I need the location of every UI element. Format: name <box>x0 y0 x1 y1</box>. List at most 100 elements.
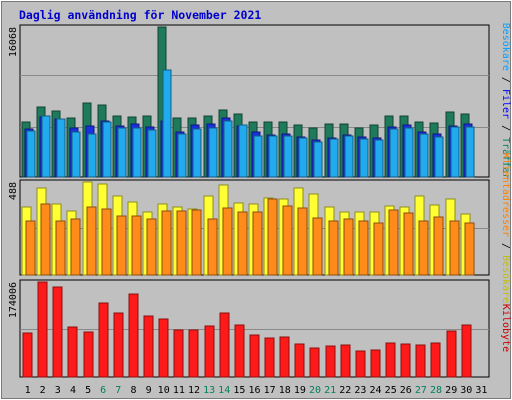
bar-klientadresser-day-1 <box>25 220 36 276</box>
day-label: 27 <box>415 385 427 396</box>
bar-klientadresser-day-18 <box>282 205 293 276</box>
legend-item-filer: Filer <box>500 89 511 119</box>
bar-besokare-day-19 <box>298 137 308 178</box>
panel-3-legend: Kilobyte <box>500 304 511 352</box>
bar-klientadresser-day-22 <box>343 218 354 276</box>
bar-besokare-day-4 <box>71 131 81 178</box>
day-label: 3 <box>55 385 61 396</box>
bar-kilobyte-day-5 <box>83 331 94 378</box>
day-label: 22 <box>339 385 351 396</box>
bar-klientadresser-day-30 <box>464 222 475 276</box>
bar-klientadresser-day-17 <box>267 198 278 276</box>
bar-besokare-day-1 <box>26 130 36 178</box>
panel-1-legend: Besökare / Filer / Träffar <box>500 23 511 180</box>
bar-klientadresser-day-10 <box>161 210 172 276</box>
bar-besokare-day-24 <box>374 139 384 178</box>
bar-besokare-day-7 <box>117 127 127 178</box>
day-label: 8 <box>130 385 136 396</box>
bar-klientadresser-day-13 <box>207 218 218 276</box>
bar-kilobyte-day-17 <box>264 337 275 378</box>
bar-kilobyte-day-14 <box>219 312 230 378</box>
bar-besokare-day-2 <box>41 115 51 178</box>
day-label: 2 <box>40 385 46 396</box>
day-label: 5 <box>85 385 91 396</box>
bar-klientadresser-day-14 <box>222 207 233 276</box>
day-label: 16 <box>248 385 260 396</box>
bar-besokare-day-14 <box>223 120 233 178</box>
panel-2-max-label: 488 <box>8 182 19 200</box>
bar-klientadresser-day-3 <box>55 220 66 276</box>
bar-kilobyte-day-26 <box>400 343 411 378</box>
bar-besokare-day-21 <box>329 138 339 178</box>
bar-kilobyte-day-7 <box>113 312 124 378</box>
bar-klientadresser-day-20 <box>312 217 323 276</box>
bar-besokare-day-22 <box>344 135 354 178</box>
bar-kilobyte-day-30 <box>461 324 472 378</box>
legend-separator: / <box>500 119 511 137</box>
bar-besokare-day-29 <box>450 126 460 178</box>
day-label: 14 <box>218 385 230 396</box>
bar-kilobyte-day-12 <box>188 329 199 378</box>
day-label: 1 <box>25 385 31 396</box>
bar-besokare-day-8 <box>132 127 142 178</box>
legend-item-besokare: Besökare <box>500 255 511 303</box>
bar-klientadresser-day-8 <box>131 215 142 276</box>
bar-kilobyte-day-8 <box>128 293 139 378</box>
bar-klientadresser-day-26 <box>403 212 414 276</box>
chart-title: Daglig användning för November 2021 <box>19 8 261 22</box>
bar-klientadresser-day-24 <box>373 222 384 276</box>
day-label: 29 <box>445 385 457 396</box>
bar-besokare-day-18 <box>283 135 293 178</box>
bar-besokare-day-5 <box>87 133 97 178</box>
bar-klientadresser-day-7 <box>116 215 127 276</box>
bar-kilobyte-day-29 <box>446 330 457 378</box>
day-label: 13 <box>203 385 215 396</box>
bar-kilobyte-day-27 <box>415 344 426 378</box>
bar-klientadresser-day-27 <box>418 220 429 276</box>
day-label: 30 <box>460 385 472 396</box>
bar-besokare-day-9 <box>147 129 157 178</box>
bar-besokare-day-23 <box>359 138 369 178</box>
bar-kilobyte-day-22 <box>340 344 351 378</box>
bar-besokare-day-6 <box>102 121 112 178</box>
day-label: 23 <box>354 385 366 396</box>
day-label: 31 <box>475 385 487 396</box>
panel-3: 174006 Kilobyte <box>8 279 511 378</box>
panel-3-max-label: 174006 <box>8 282 19 318</box>
bar-besokare-day-28 <box>434 136 444 178</box>
bar-kilobyte-day-28 <box>430 342 441 378</box>
panel-1: 16068 Besökare / Filer / Träffar <box>8 23 511 180</box>
day-label: 9 <box>146 385 152 396</box>
bar-kilobyte-day-19 <box>294 343 305 378</box>
bar-kilobyte-day-3 <box>52 286 63 378</box>
bar-klientadresser-day-12 <box>191 209 202 276</box>
bar-kilobyte-day-16 <box>249 334 260 378</box>
bar-klientadresser-day-23 <box>358 220 369 276</box>
bar-kilobyte-day-15 <box>234 324 245 378</box>
bar-klientadresser-day-9 <box>146 218 157 276</box>
bar-kilobyte-day-1 <box>22 332 33 378</box>
day-label: 10 <box>158 385 170 396</box>
bar-kilobyte-day-13 <box>204 325 215 378</box>
bar-kilobyte-day-9 <box>143 315 154 378</box>
bar-kilobyte-day-21 <box>325 345 336 378</box>
day-label: 7 <box>115 385 121 396</box>
bar-klientadresser-day-29 <box>449 220 460 276</box>
bar-klientadresser-day-4 <box>70 218 81 276</box>
bar-besokare-day-3 <box>56 118 66 178</box>
bar-besokare-day-16 <box>253 135 263 178</box>
bar-kilobyte-day-4 <box>67 326 78 378</box>
legend-separator: / <box>500 71 511 89</box>
bar-besokare-day-20 <box>313 141 323 178</box>
bar-klientadresser-day-2 <box>40 203 51 276</box>
day-label: 18 <box>279 385 291 396</box>
day-label: 15 <box>233 385 245 396</box>
bar-klientadresser-day-11 <box>176 210 187 276</box>
legend-item-traffar: Träffar <box>500 137 511 179</box>
bar-besokare-day-10 <box>162 69 172 178</box>
bar-klientadresser-day-5 <box>86 206 97 276</box>
day-label: 20 <box>309 385 321 396</box>
day-label: 21 <box>324 385 336 396</box>
